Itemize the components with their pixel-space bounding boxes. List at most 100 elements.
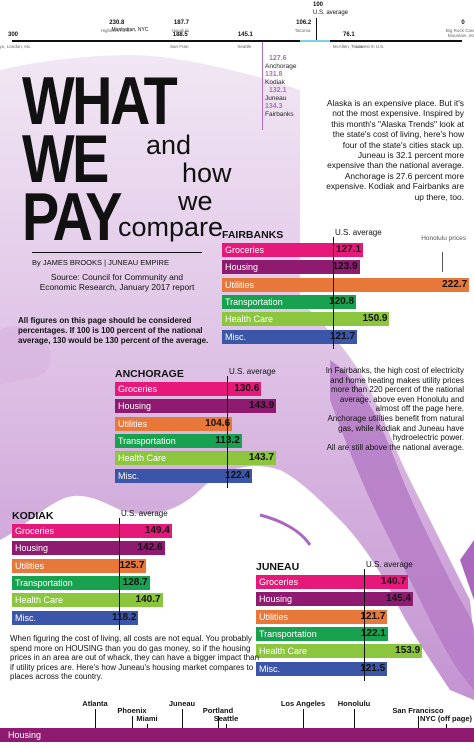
bar-value-fairbanks-2: 222.7	[442, 278, 468, 290]
scale-highlight	[300, 40, 330, 42]
chart-title-kodiak: KODIAK	[12, 510, 54, 522]
alaska-label-1: Kodiak	[265, 79, 285, 86]
housing-city-tick-6	[303, 709, 304, 728]
bar-row-kodiak-2: Utilities 125.7	[12, 558, 186, 573]
headline-compare: compare	[118, 212, 224, 242]
bar-label-fairbanks-2: Utilities	[225, 279, 255, 290]
bar-row-anchorage-0: Groceries 130.6	[115, 382, 301, 396]
chart-title-fairbanks: FAIRBANKS	[222, 229, 284, 241]
alaska-value-1: 131.8	[265, 71, 283, 78]
scale-value-7: 0	[461, 20, 465, 26]
alaska-mainland-shape	[0, 55, 474, 700]
scale-us-average-value: 100	[313, 2, 324, 8]
bar-fairbanks-utilities: Utilities	[222, 277, 470, 292]
bar-anchorage-housing: Housing	[115, 399, 277, 414]
bar-label-kodiak-4: Health Care	[15, 595, 64, 606]
housing-city-tick-2	[147, 724, 148, 728]
alaska-value-3: 134.3	[265, 103, 283, 110]
scale-value-2: 188.5	[172, 32, 188, 38]
chart-title-anchorage: ANCHORAGE	[115, 368, 184, 380]
scale-line	[12, 40, 462, 42]
housing-city-tick-4	[218, 716, 219, 728]
housing-city-tick-1	[132, 716, 133, 728]
bar-fairbanks-healthcare: Health Care	[222, 312, 390, 327]
bar-value-kodiak-5: 118.2	[111, 611, 137, 623]
housing-city-tick-3	[182, 709, 183, 728]
us-average-line-kodiak	[119, 518, 120, 630]
bar-juneau-groceries: Groceries	[256, 575, 408, 589]
scale-value-5: 106.2	[296, 20, 312, 26]
headline-how: how	[182, 158, 232, 188]
chart-title-juneau: JUNEAU	[256, 561, 300, 573]
bar-value-fairbanks-4: 150.9	[362, 313, 388, 325]
bar-value-fairbanks-1: 123.9	[332, 261, 358, 273]
bar-row-anchorage-3: Transportation 113.2	[115, 433, 282, 448]
housing-city-label-2: Miami	[136, 714, 158, 723]
bar-label-juneau-3: Transportation	[259, 628, 317, 639]
intro-text: Alaska is an expensive place. But it's n…	[326, 98, 464, 202]
housing-city-label-4: Portland	[202, 706, 234, 715]
bar-kodiak-misc: Misc.	[12, 610, 139, 625]
bar-kodiak-utilities: Utilities	[12, 558, 147, 573]
scale-label-5: Tacoma	[294, 28, 311, 33]
alaska-value-0: 127.6	[269, 55, 287, 62]
housing-city-label-1: Phoenix	[117, 706, 147, 715]
bar-label-fairbanks-0: Groceries	[225, 245, 265, 255]
bar-anchorage-groceries: Groceries	[115, 382, 262, 396]
bar-anchorage-misc: Misc.	[115, 468, 253, 483]
housing-city-label-0: Atlanta	[82, 699, 108, 708]
bar-label-fairbanks-5: Misc.	[225, 331, 246, 342]
housing-city-label-9: NYC (off page)	[419, 714, 473, 723]
bar-label-anchorage-5: Misc.	[118, 470, 139, 481]
honolulu-prices-label: Honolulu prices	[421, 235, 466, 242]
bar-value-anchorage-3: 113.2	[204, 434, 239, 448]
bar-anchorage-utilities: Utilities	[115, 416, 233, 431]
bar-fairbanks-housing: Housing	[222, 260, 360, 275]
housing-city-label-5: Seattle	[213, 714, 239, 723]
scale-label-7: Big Rock Candy Mountain, etc.	[445, 28, 474, 38]
housing-bar-label: Housing	[8, 730, 42, 740]
us-average-line-fairbanks	[333, 237, 334, 349]
headline-we2: we	[178, 186, 213, 216]
scale-us-average-label: U.S. average	[313, 10, 349, 16]
kodiak-island-shape	[259, 513, 312, 546]
bar-row-anchorage-2: Utilities 104.6	[115, 416, 272, 431]
bar-juneau-utilities: Utilities	[256, 609, 388, 624]
bar-value-anchorage-0: 130.6	[234, 383, 260, 394]
bar-label-kodiak-2: Utilities	[15, 560, 45, 571]
bar-value-anchorage-1: 143.9	[249, 400, 275, 412]
scale-us-average-tick	[316, 18, 317, 40]
us-average-label-anchorage: U.S. average	[229, 367, 276, 376]
bar-row-kodiak-3: Transportation 128.7	[12, 575, 190, 590]
bar-anchorage-transportation: Transportation	[115, 433, 242, 448]
bar-juneau-healthcare: Health Care	[256, 644, 423, 659]
bar-row-juneau-5: Misc. 121.5	[256, 661, 427, 676]
scale-label-lowest: Lowest in U.S.	[355, 44, 385, 49]
bar-anchorage-healthcare: Health Care	[115, 451, 276, 466]
bar-value-juneau-2: 121.7	[360, 610, 386, 622]
bar-value-fairbanks-5: 121.7	[330, 330, 356, 342]
us-average-label-fairbanks: U.S. average	[335, 228, 382, 237]
scale-value-0: 300	[7, 32, 18, 38]
bar-label-anchorage-1: Housing	[118, 401, 152, 412]
bar-value-kodiak-4: 140.7	[135, 594, 161, 606]
bar-row-anchorage-1: Housing 143.9	[115, 399, 316, 414]
bar-row-fairbanks-4: Health Care 150.9	[222, 312, 429, 327]
bar-label-juneau-2: Utilities	[259, 611, 289, 622]
bar-value-anchorage-4: 143.7	[248, 452, 274, 464]
bar-row-kodiak-0: Groceries 149.4	[12, 524, 212, 538]
bar-label-anchorage-4: Health Care	[118, 453, 167, 464]
cost-scale: 100 U.S. average 300 Tokyo, London, etc. 2…	[0, 0, 474, 130]
bar-row-kodiak-1: Housing 142.6	[12, 541, 205, 556]
bar-value-anchorage-2: 104.6	[205, 417, 231, 429]
bar-row-juneau-1: Housing 145.4	[256, 592, 453, 607]
housing-city-tick-7	[354, 709, 355, 728]
housing-comparison: Housing Atlanta Phoenix Miami Juneau Portlan…	[0, 680, 474, 746]
headline-pay: PAY	[22, 179, 122, 255]
bar-fairbanks-misc: Misc.	[222, 329, 358, 344]
bar-value-juneau-4: 153.9	[395, 645, 421, 657]
housing-city-label-6: Los Angeles	[280, 699, 326, 708]
us-average-label-kodiak: U.S. average	[121, 509, 168, 518]
bar-value-kodiak-3: 128.7	[122, 576, 148, 588]
